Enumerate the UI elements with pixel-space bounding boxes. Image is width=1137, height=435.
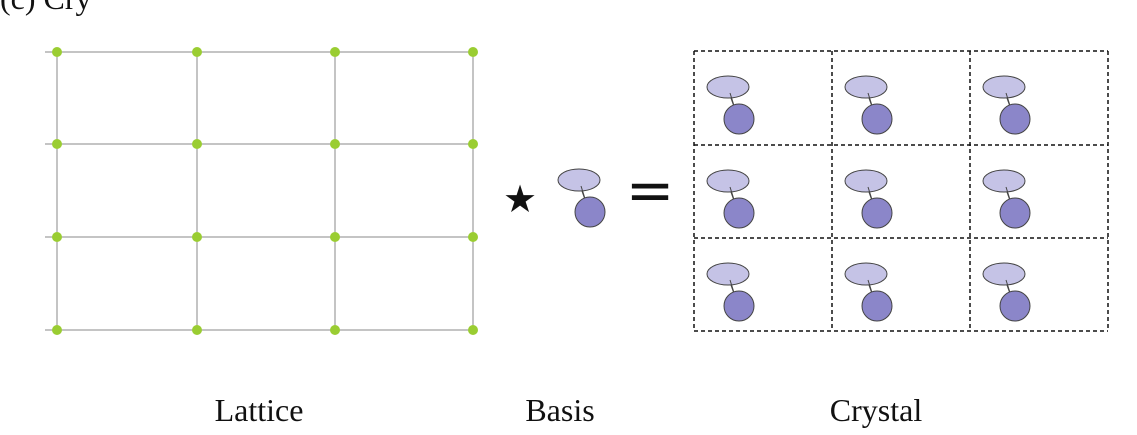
basis-ellipse xyxy=(844,262,888,286)
basis-ellipse xyxy=(706,75,750,99)
basis-ellipse xyxy=(982,262,1026,286)
lattice-point xyxy=(192,232,202,242)
basis-circle xyxy=(723,197,755,229)
basis-circle xyxy=(861,197,893,229)
panel-label: (c) Cry xyxy=(0,0,92,17)
lattice-point xyxy=(192,47,202,57)
lattice-point xyxy=(192,325,202,335)
lattice-point xyxy=(52,232,62,242)
basis-circle xyxy=(723,290,755,322)
basis-circle xyxy=(574,196,606,228)
lattice-point xyxy=(52,139,62,149)
basis-ellipse xyxy=(982,75,1026,99)
crystal-diagram xyxy=(693,50,1109,332)
lattice-point xyxy=(330,232,340,242)
basis-ellipse xyxy=(557,168,601,192)
lattice-point xyxy=(330,47,340,57)
basis-circle xyxy=(999,197,1031,229)
basis-ellipse xyxy=(706,169,750,193)
lattice-point xyxy=(468,139,478,149)
basis-caption: Basis xyxy=(525,392,595,428)
equals-symbol: = xyxy=(626,156,675,224)
basis-circle xyxy=(861,290,893,322)
lattice-point xyxy=(192,139,202,149)
lattice-point xyxy=(330,139,340,149)
basis-circle xyxy=(999,103,1031,135)
crystal-caption: Crystal xyxy=(829,392,923,428)
lattice-point xyxy=(330,325,340,335)
basis-ellipse xyxy=(982,169,1026,193)
basis-ellipse xyxy=(844,169,888,193)
lattice-point xyxy=(52,325,62,335)
lattice-point xyxy=(468,232,478,242)
basis-circle xyxy=(723,103,755,135)
lattice-caption: Lattice xyxy=(214,392,304,428)
lattice-diagram xyxy=(45,47,478,335)
basis-diagram xyxy=(557,168,606,228)
basis-ellipse xyxy=(706,262,750,286)
basis-ellipse xyxy=(844,75,888,99)
lattice-point xyxy=(468,325,478,335)
lattice-point xyxy=(52,47,62,57)
lattice-point xyxy=(468,47,478,57)
convolution-symbol: ★ xyxy=(503,177,537,221)
basis-circle xyxy=(861,103,893,135)
basis-circle xyxy=(999,290,1031,322)
